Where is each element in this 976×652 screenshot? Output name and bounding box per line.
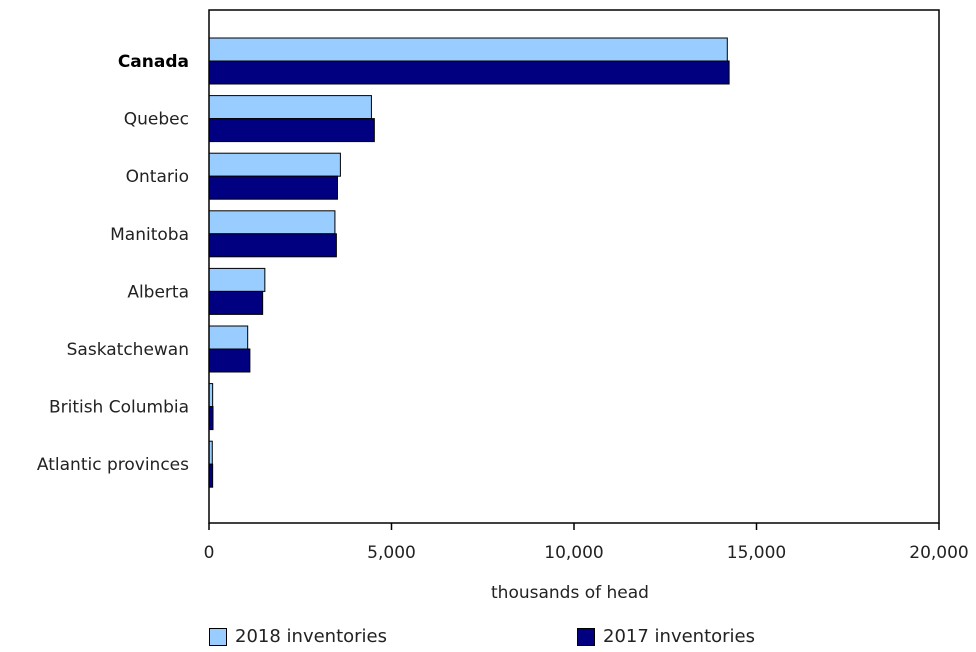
category-labels: Canada Quebec Ontario Manitoba Alberta Saskat… [37, 52, 189, 475]
legend: 2018 inventories 2017 inventories [0, 626, 976, 652]
bar-2018-alberta [208, 267, 266, 292]
bar-2018-canada [208, 37, 728, 62]
category-label-atlantic-provinces: Atlantic provinces [37, 455, 189, 475]
bar-2018-quebec [208, 95, 372, 120]
category-label-alberta: Alberta [127, 282, 189, 302]
legend-label-2017: 2017 inventories [603, 626, 755, 647]
category-label-ontario: Ontario [126, 167, 189, 187]
category-label-manitoba: Manitoba [110, 225, 189, 245]
bars-layer [208, 37, 730, 488]
category-label-british-columbia: British Columbia [49, 398, 189, 418]
x-axis-title: thousands of head [491, 583, 649, 603]
legend-item-2017: 2017 inventories [577, 626, 755, 647]
x-tick-label: 20,000 [909, 543, 968, 563]
bar-2017-saskatchewan [208, 348, 251, 373]
category-label-saskatchewan: Saskatchewan [67, 340, 189, 360]
bar-2017-canada [208, 60, 730, 85]
category-label-quebec: Quebec [124, 110, 189, 130]
x-tick-label: 0 [204, 543, 215, 563]
x-axis-ticks: 0 5,000 10,000 15,000 20,000 [204, 523, 969, 563]
plot-area-frame [208, 9, 940, 524]
x-tick-label: 10,000 [544, 543, 603, 563]
x-tick-label: 15,000 [727, 543, 786, 563]
bar-2017-quebec [208, 118, 375, 143]
legend-label-2018: 2018 inventories [235, 626, 387, 647]
bar-2017-alberta [208, 290, 264, 315]
bar-2017-manitoba [208, 233, 337, 258]
bar-2018-manitoba [208, 210, 336, 235]
legend-swatch-2017 [577, 627, 595, 646]
bar-2017-ontario [208, 175, 338, 200]
bar-chart: Canada Quebec Ontario Manitoba Alberta Saskat… [37, 9, 969, 603]
category-label-canada: Canada [118, 52, 189, 72]
legend-swatch-2018 [209, 627, 227, 646]
bar-2018-ontario [208, 152, 341, 177]
x-tick-label: 5,000 [367, 543, 416, 563]
legend-item-2018: 2018 inventories [209, 626, 387, 647]
bar-2018-saskatchewan [208, 325, 249, 350]
